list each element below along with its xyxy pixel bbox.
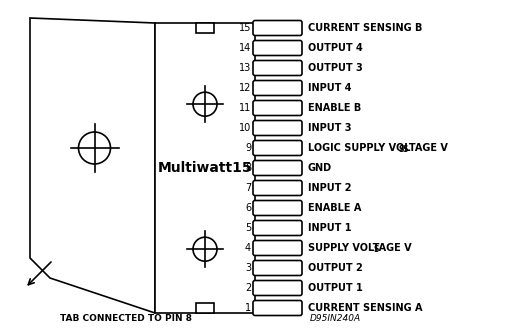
Text: 9: 9 — [245, 143, 251, 153]
Text: 1: 1 — [245, 303, 251, 313]
FancyBboxPatch shape — [253, 41, 302, 56]
Text: 5: 5 — [245, 223, 251, 233]
Text: D95IN240A: D95IN240A — [310, 314, 361, 323]
Bar — [196, 23, 214, 33]
Text: 10: 10 — [239, 123, 251, 133]
Text: OUTPUT 2: OUTPUT 2 — [308, 263, 363, 273]
Circle shape — [193, 237, 217, 261]
Text: INPUT 3: INPUT 3 — [308, 123, 352, 133]
FancyBboxPatch shape — [253, 220, 302, 235]
FancyBboxPatch shape — [253, 200, 302, 215]
Text: 14: 14 — [239, 43, 251, 53]
FancyBboxPatch shape — [253, 240, 302, 255]
FancyBboxPatch shape — [253, 300, 302, 315]
Text: Multiwatt15: Multiwatt15 — [158, 161, 252, 175]
Text: SUPPLY VOLTAGE V: SUPPLY VOLTAGE V — [308, 243, 412, 253]
Text: 13: 13 — [239, 63, 251, 73]
Text: 11: 11 — [239, 103, 251, 113]
Text: 3: 3 — [245, 263, 251, 273]
Text: S: S — [374, 245, 379, 254]
Bar — [196, 303, 214, 313]
Text: GND: GND — [308, 163, 332, 173]
FancyBboxPatch shape — [253, 161, 302, 175]
FancyBboxPatch shape — [253, 61, 302, 76]
Text: OUTPUT 4: OUTPUT 4 — [308, 43, 363, 53]
Text: 8: 8 — [245, 163, 251, 173]
FancyBboxPatch shape — [253, 121, 302, 136]
Text: 12: 12 — [239, 83, 251, 93]
Text: TAB CONNECTED TO PIN 8: TAB CONNECTED TO PIN 8 — [60, 314, 192, 323]
Text: CURRENT SENSING B: CURRENT SENSING B — [308, 23, 423, 33]
Text: 7: 7 — [245, 183, 251, 193]
Text: INPUT 1: INPUT 1 — [308, 223, 352, 233]
Bar — [155, 23, 255, 313]
FancyBboxPatch shape — [253, 21, 302, 36]
Text: INPUT 4: INPUT 4 — [308, 83, 352, 93]
Circle shape — [79, 132, 110, 164]
Circle shape — [193, 92, 217, 116]
Text: INPUT 2: INPUT 2 — [308, 183, 352, 193]
Text: ENABLE B: ENABLE B — [308, 103, 361, 113]
Text: 4: 4 — [245, 243, 251, 253]
Text: OUTPUT 1: OUTPUT 1 — [308, 283, 363, 293]
Text: 2: 2 — [245, 283, 251, 293]
FancyBboxPatch shape — [253, 81, 302, 96]
FancyBboxPatch shape — [253, 141, 302, 156]
Polygon shape — [30, 18, 155, 313]
Text: 15: 15 — [239, 23, 251, 33]
FancyBboxPatch shape — [253, 101, 302, 116]
Text: 6: 6 — [245, 203, 251, 213]
Text: CURRENT SENSING A: CURRENT SENSING A — [308, 303, 423, 313]
FancyBboxPatch shape — [253, 260, 302, 275]
FancyBboxPatch shape — [253, 180, 302, 195]
Text: ENABLE A: ENABLE A — [308, 203, 361, 213]
Text: SS: SS — [398, 145, 409, 154]
Text: LOGIC SUPPLY VOLTAGE V: LOGIC SUPPLY VOLTAGE V — [308, 143, 448, 153]
Text: OUTPUT 3: OUTPUT 3 — [308, 63, 363, 73]
FancyBboxPatch shape — [253, 280, 302, 295]
